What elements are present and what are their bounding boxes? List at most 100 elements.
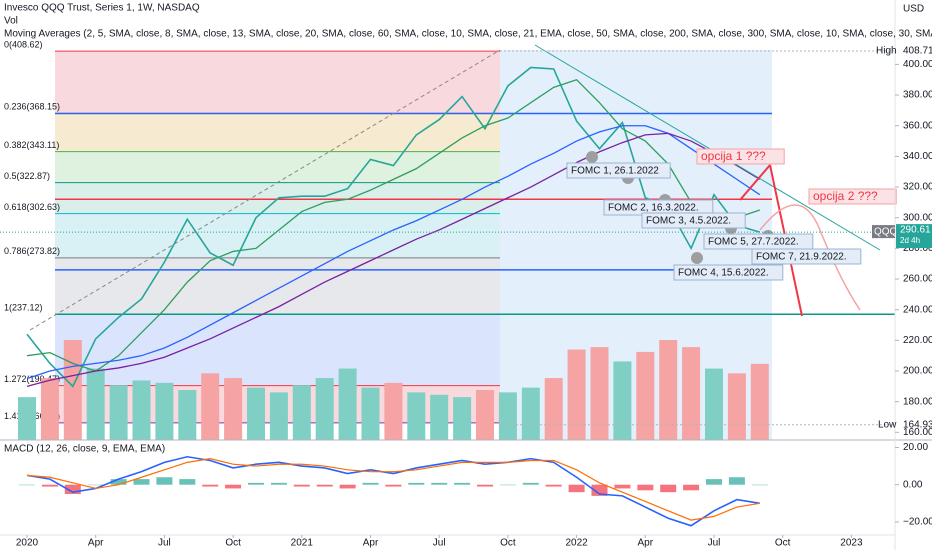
x-tick-label: Jul [433,538,446,549]
macd-histogram-bar [522,482,539,485]
countdown: 2d 4h [900,236,920,245]
volume-bar [750,363,769,440]
x-tick-label: Jul [158,538,171,549]
y-tick-label: 180.00 [903,396,932,407]
y-tick-label: 360.00 [903,120,932,131]
macd-histogram-bar [614,484,631,489]
y-tick-label: 340.00 [903,151,932,162]
volume-bar [40,378,59,440]
volume-bar [544,378,563,440]
macd-histogram-bar [454,482,471,485]
volume-bar [86,368,105,440]
high-value: 408.71 [903,46,932,57]
annotation: opcija 2 ??? [813,189,878,203]
indicator-label: Moving Averages (2, 5, SMA, close, 8, SM… [4,29,932,40]
series-line [26,458,760,521]
macd-title: MACD (12, 26, close, 9, EMA, EMA) [4,444,165,455]
macd-histogram-bar [660,484,677,493]
annotation: FOMC 1, 26.1.2022 [571,166,659,177]
fib-label: 1(237.12) [4,302,43,312]
volume-bar [613,361,632,440]
volume-bar [178,390,197,440]
fib-label: 0.786(273.82) [4,246,60,256]
x-tick-label: Apr [638,538,654,549]
y-tick-label: −20.00 [903,517,932,528]
annotation-box [808,188,897,205]
fib-band [55,314,500,386]
volume-bar [636,351,655,440]
x-tick-label: Oct [775,538,791,549]
macd-histogram-bar [293,484,310,487]
macd-histogram-bar [270,482,287,485]
fomc-dot [691,252,703,264]
macd-histogram-bar [87,484,104,486]
volume-bar [521,387,540,440]
y-tick-label: 240.00 [903,304,932,315]
x-tick-label: 2023 [840,538,863,549]
volume-bar [727,373,746,440]
low-label: Low [878,419,897,430]
volume-bar [682,347,701,440]
fib-label: 1.272(190.47) [4,374,60,384]
volume-bar [659,340,678,440]
x-tick-label: 2021 [291,538,314,549]
last-price-badge [896,224,932,249]
macd-histogram-bar [133,479,150,485]
macd-histogram-bar [179,479,196,485]
y-tick-label: 260.00 [903,274,932,285]
volume-bar [407,392,426,440]
macd-histogram-bar [339,484,356,489]
y-tick-label: 220.00 [903,335,932,346]
volume-bar [201,373,220,440]
annotation: FOMC 4, 15.6.2022. [678,268,769,279]
fib-label: 0.5(322.87) [4,171,50,181]
macd-histogram-bar [431,482,448,485]
x-tick-label: Apr [363,538,379,549]
red-arrow [739,164,771,201]
currency: USD [903,4,924,15]
y-tick-label: 300.00 [903,212,932,223]
y-tick-label: 320.00 [903,182,932,193]
fomc-dot [586,151,598,163]
annotation-box [566,162,671,179]
macd-histogram-bar [110,479,127,485]
plot [18,66,895,440]
x-tick-label: Apr [88,538,104,549]
volume-label: Vol [4,16,18,27]
volume-bar [132,380,151,440]
macd-histogram-bar [225,484,242,489]
annotation-box [673,264,784,281]
y-tick-label: 0.00 [903,479,923,490]
annotation: FOMC 7, 21.9.2022. [756,252,847,263]
macd-histogram-bar [316,484,333,487]
y-tick-label: 380.00 [903,90,932,101]
macd-histogram-bar [545,484,562,487]
option-path [759,204,861,311]
x-tick-label: Jul [708,538,721,549]
fib-label: 0.618(302.63) [4,202,60,212]
fib-band [55,257,500,315]
volume-bar [384,382,403,440]
macd-histogram-bar [156,477,173,485]
annotation-box [696,148,785,165]
macd-histogram-bar [41,484,58,487]
volume-bar [476,390,494,440]
low-value: 164.93 [903,419,932,430]
volume-bar [292,385,311,440]
high-label: High [876,46,897,57]
volume-bar [361,387,380,440]
annotations: FOMC 1, 26.1.2022 FOMC 2, 16.3.2022. FOMC … [566,148,897,281]
macd-histogram-bar [408,482,425,485]
fib-label: 0.382(343.11) [4,140,59,150]
fib-band [55,213,500,258]
x-tick-label: Oct [500,538,516,549]
volume-bar [453,397,472,440]
annotation-box [641,212,746,229]
volume-bar [498,392,517,440]
fib-label: 0.236(368.15) [4,102,60,112]
macd-histogram-bar [637,484,654,491]
volume-bar [247,387,265,440]
macd-histogram-bar [499,484,516,486]
symbol-badge [872,225,895,239]
fib-band [55,51,500,114]
